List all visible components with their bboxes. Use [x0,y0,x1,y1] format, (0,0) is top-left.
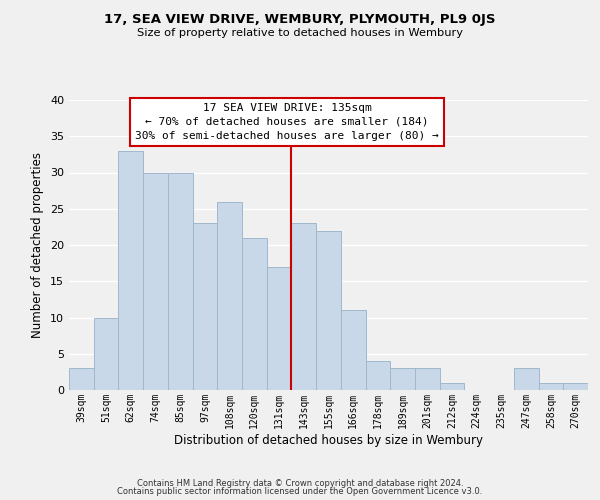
Bar [217,202,242,390]
X-axis label: Distribution of detached houses by size in Wembury: Distribution of detached houses by size … [174,434,483,446]
Bar [242,238,267,390]
Text: 17 SEA VIEW DRIVE: 135sqm
← 70% of detached houses are smaller (184)
30% of semi: 17 SEA VIEW DRIVE: 135sqm ← 70% of detac… [135,103,439,141]
Bar [168,172,193,390]
Bar [94,318,118,390]
Bar [390,368,415,390]
Text: 17, SEA VIEW DRIVE, WEMBURY, PLYMOUTH, PL9 0JS: 17, SEA VIEW DRIVE, WEMBURY, PLYMOUTH, P… [104,12,496,26]
Y-axis label: Number of detached properties: Number of detached properties [31,152,44,338]
Bar [539,383,563,390]
Bar [292,223,316,390]
Text: Contains HM Land Registry data © Crown copyright and database right 2024.: Contains HM Land Registry data © Crown c… [137,478,463,488]
Bar [365,361,390,390]
Text: Contains public sector information licensed under the Open Government Licence v3: Contains public sector information licen… [118,487,482,496]
Bar [193,223,217,390]
Bar [440,383,464,390]
Bar [69,368,94,390]
Bar [316,230,341,390]
Bar [514,368,539,390]
Text: Size of property relative to detached houses in Wembury: Size of property relative to detached ho… [137,28,463,38]
Bar [143,172,168,390]
Bar [341,310,365,390]
Bar [118,151,143,390]
Bar [415,368,440,390]
Bar [563,383,588,390]
Bar [267,267,292,390]
